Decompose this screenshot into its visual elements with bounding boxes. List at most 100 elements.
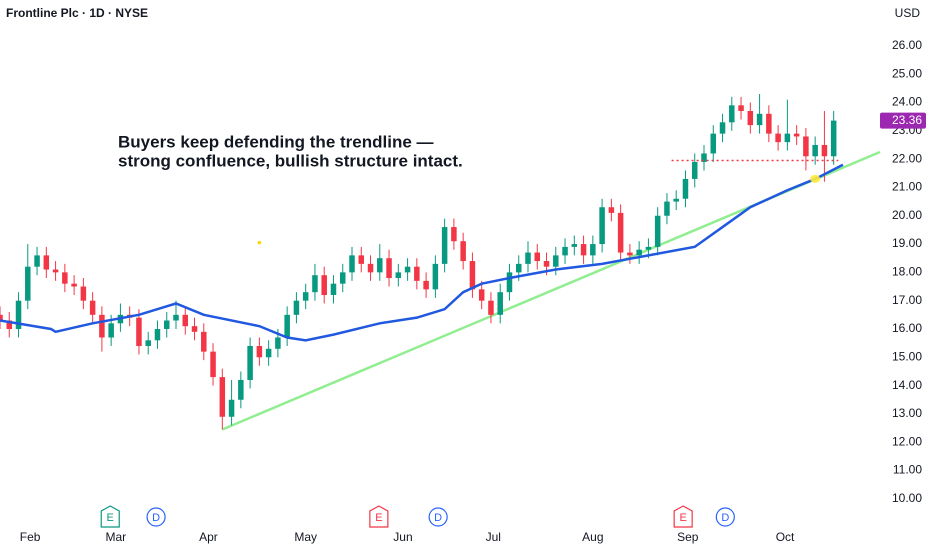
candle-body — [821, 144, 828, 157]
y-tick-label: 18.00 — [892, 265, 922, 279]
candle-body — [617, 212, 624, 253]
candle-body — [367, 263, 374, 273]
event-label: D — [152, 512, 160, 524]
y-tick-label: 19.00 — [892, 236, 922, 250]
currency: USD — [895, 6, 921, 20]
candle-body — [701, 153, 707, 162]
candle-body — [330, 283, 337, 296]
price-label-bg — [880, 112, 926, 129]
candle-body — [182, 314, 189, 327]
candle-body — [497, 292, 503, 315]
candle-body — [775, 133, 781, 143]
candle-body — [636, 249, 642, 256]
candle-body — [6, 320, 13, 329]
highlight — [810, 174, 821, 183]
x-tick-label: Sep — [677, 530, 699, 544]
candle-body — [52, 269, 59, 273]
candle-body — [0, 314, 3, 321]
y-tick-label: 14.00 — [892, 378, 922, 392]
candle-body — [293, 300, 300, 315]
event-marker — [369, 505, 389, 528]
y-tick-label: 12.00 — [892, 434, 922, 448]
y-tick-label: 13.00 — [892, 406, 922, 420]
candle-body — [108, 323, 114, 338]
price-label: 23.36 — [892, 113, 922, 127]
y-tick-label: 21.00 — [892, 180, 922, 194]
annotation-line: strong confluence, bullish structure int… — [118, 151, 463, 170]
candle-body — [469, 261, 476, 290]
y-tick-label: 20.00 — [892, 208, 922, 222]
candle-body — [321, 275, 327, 296]
candle-body — [15, 300, 22, 329]
candle-body — [43, 255, 50, 270]
event-marker — [715, 507, 735, 527]
candle-body — [173, 314, 179, 321]
candle-body — [488, 300, 494, 315]
candle-body — [766, 113, 772, 134]
candle-body — [562, 246, 568, 256]
candle-body — [478, 289, 485, 301]
x-tick-label: May — [294, 530, 317, 544]
x-tick-label: Apr — [199, 530, 218, 544]
candle-body — [525, 252, 531, 264]
candle-body — [89, 300, 96, 315]
candle-body — [80, 286, 87, 301]
candle-body — [414, 266, 420, 281]
x-tick-label: Oct — [776, 530, 795, 544]
candle-body — [580, 244, 587, 256]
candle-body — [275, 337, 281, 349]
candle-body — [191, 326, 198, 332]
candle-body — [553, 255, 559, 267]
x-tick-label: Jul — [486, 530, 501, 544]
candle-body — [664, 201, 670, 216]
candle-body — [506, 272, 513, 293]
y-tick-label: 16.00 — [892, 321, 922, 335]
marker-dot — [257, 240, 262, 245]
candle-body — [756, 113, 763, 126]
candle-body — [599, 207, 605, 245]
candle-body — [654, 215, 661, 247]
candle-body — [302, 292, 309, 301]
event-marker — [100, 505, 120, 528]
candle-body — [738, 105, 744, 111]
candle-body — [534, 252, 541, 262]
y-tick-label: 15.00 — [892, 349, 922, 363]
candle-body — [812, 144, 818, 157]
annotation-line: Buyers keep defending the trendline — — [118, 132, 434, 151]
candle-body — [404, 266, 411, 273]
chart-title: Frontline Plc · 1D · NYSE — [6, 6, 148, 20]
candle-body — [608, 207, 615, 213]
candle-body — [312, 275, 318, 293]
y-tick-label: 26.00 — [892, 38, 922, 52]
y-tick-label: 24.00 — [892, 95, 922, 109]
event-marker — [673, 505, 693, 528]
candle-body — [386, 258, 392, 279]
candle-body — [395, 272, 402, 279]
moving-average — [0, 163, 844, 342]
candle-body — [284, 314, 290, 338]
candle-body — [784, 133, 791, 143]
candle-body — [673, 198, 679, 202]
candle-body — [358, 255, 365, 264]
y-tick-label: 11.00 — [893, 463, 922, 477]
candle-body — [747, 110, 754, 126]
candle-body — [451, 227, 457, 242]
candle-body — [645, 246, 652, 250]
event-label: E — [375, 512, 382, 524]
candle-body — [154, 328, 161, 341]
event-label: D — [721, 512, 729, 524]
candle-body — [349, 255, 355, 273]
candle-body — [145, 340, 151, 346]
candle-body — [710, 133, 717, 154]
event-marker — [428, 507, 448, 527]
candle-body — [377, 258, 383, 273]
candle-body — [256, 345, 263, 358]
event-label: E — [679, 512, 686, 524]
y-tick-label: 22.00 — [892, 151, 922, 165]
candle-body — [238, 379, 244, 400]
candle-body — [571, 244, 578, 247]
x-tick-label: Jun — [393, 530, 412, 544]
candle-body — [265, 348, 272, 358]
